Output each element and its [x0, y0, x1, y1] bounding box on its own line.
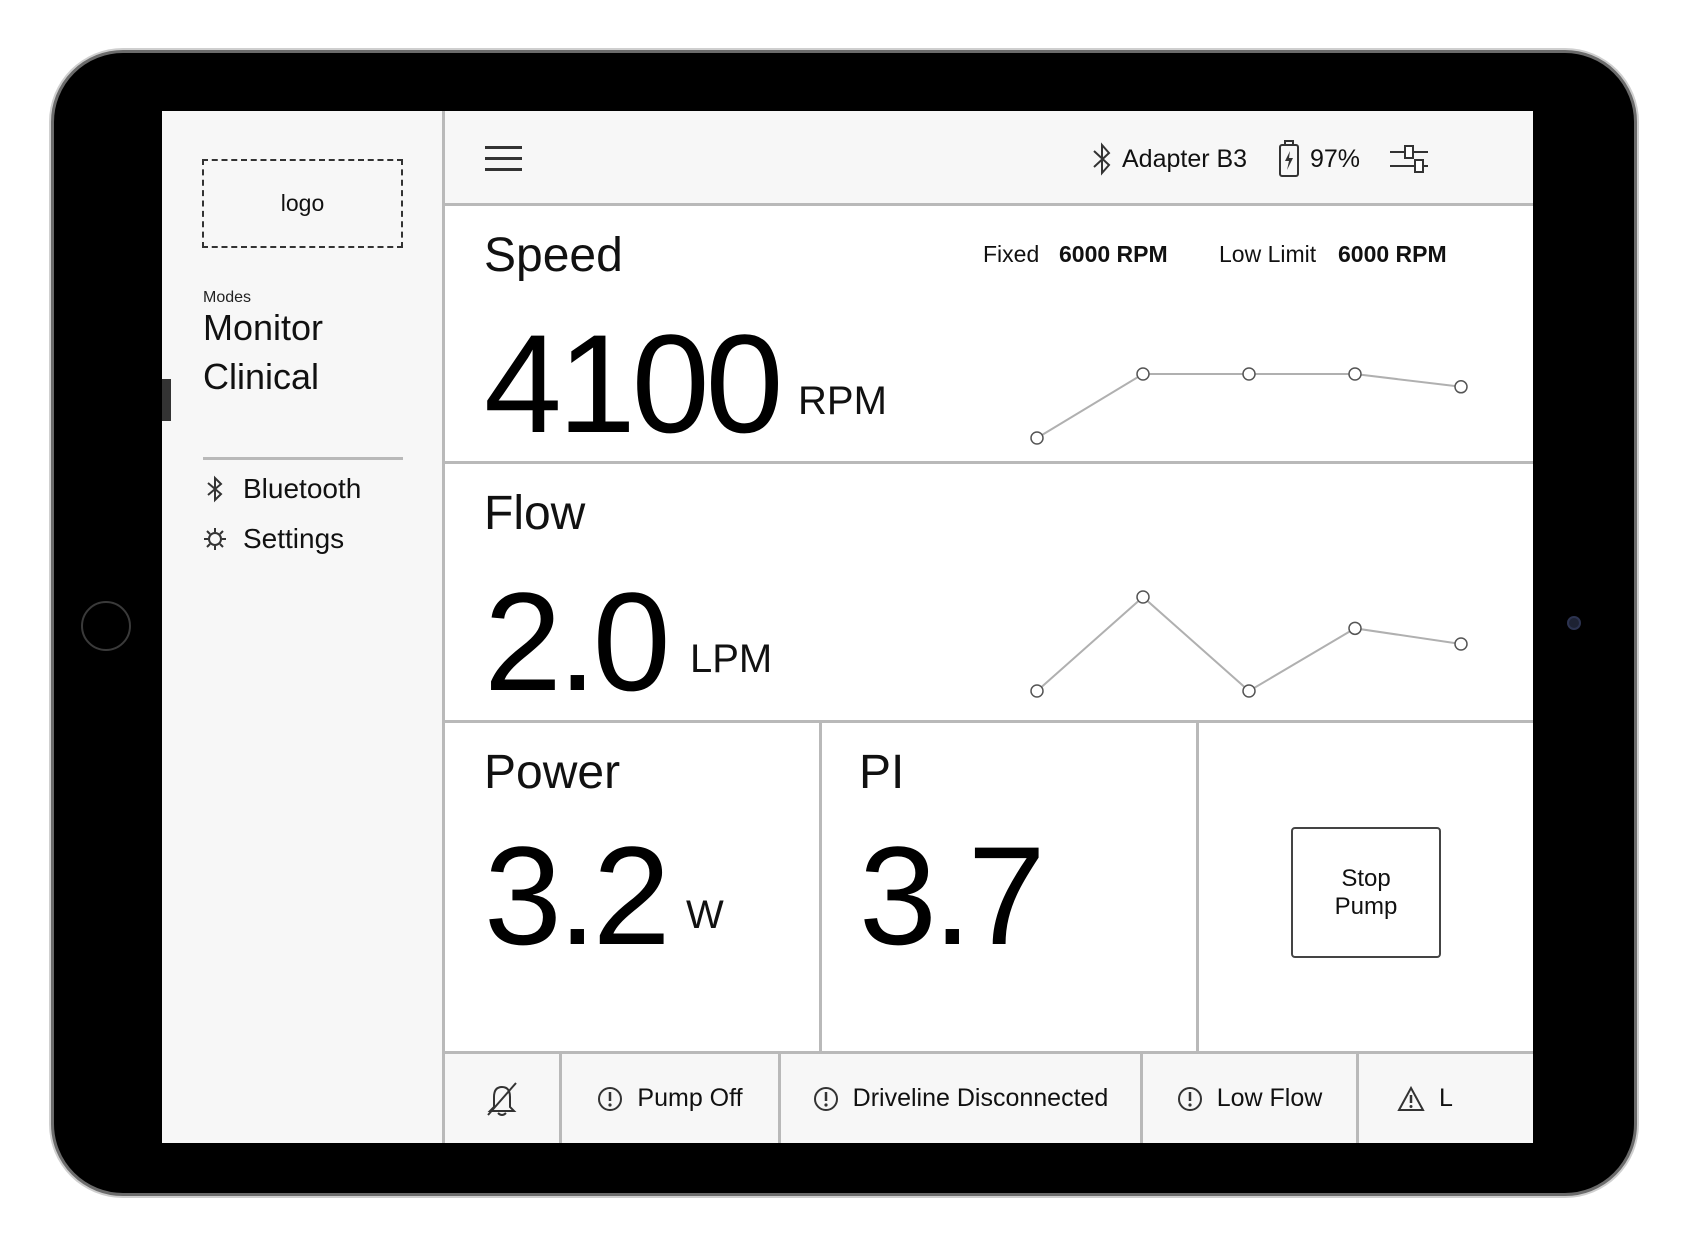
pi-value: 3.7 [859, 817, 1046, 974]
flow-trend-point [1242, 684, 1256, 698]
flow-title: Flow [484, 487, 586, 540]
active-mode-indicator [162, 379, 171, 421]
low-limit-value: 6000 RPM [1338, 241, 1447, 267]
screen: logo Modes Monitor Clinical Bluetooth [162, 111, 1533, 1143]
main-content: Adapter B3 97% [445, 111, 1533, 1143]
alert-circle-icon [598, 1086, 623, 1111]
low-limit-label: Low Limit [1219, 241, 1317, 267]
logo-placeholder: logo [202, 159, 403, 248]
panel-divider [1196, 723, 1199, 1054]
tablet-frame: logo Modes Monitor Clinical Bluetooth [51, 50, 1637, 1196]
adapter-name: Adapter B3 [1122, 144, 1248, 173]
power-title: Power [484, 746, 621, 799]
stop-pump-label-line2: Pump [1334, 892, 1398, 920]
menu-icon[interactable] [485, 146, 522, 171]
speed-value: 4100 [484, 305, 783, 462]
fixed-speed-label: Fixed [983, 241, 1040, 267]
panel-divider [445, 1051, 1533, 1054]
flow-unit: LPM [690, 637, 773, 681]
sidebar-item-label: Settings [243, 523, 345, 554]
alert-pump-off[interactable]: Pump Off [562, 1054, 781, 1143]
alert-label: Low Flow [1216, 1084, 1323, 1112]
home-button[interactable] [81, 601, 131, 651]
adjust-controls-button[interactable] [1390, 137, 1428, 181]
flow-value: 2.0 [484, 563, 671, 720]
speed-trend-point [1454, 380, 1468, 394]
gear-icon [204, 528, 226, 550]
speed-title: Speed [484, 229, 623, 282]
logo-text: logo [280, 190, 325, 216]
speed-trend-line [1036, 373, 1462, 439]
flow-panel: Flow 2.0 LPM [445, 464, 1533, 720]
flow-trend-point [1136, 590, 1150, 604]
flow-trend-line [1036, 595, 1462, 693]
speed-trend-chart [1030, 367, 1468, 445]
bluetooth-adapter-status[interactable]: Adapter B3 [1090, 137, 1247, 181]
alert-label: Pump Off [637, 1084, 743, 1112]
alert-low-flow[interactable]: Low Flow [1143, 1054, 1359, 1143]
alert-circle-icon [813, 1086, 838, 1111]
speed-trend-point [1136, 367, 1150, 381]
sidebar-item-label: Bluetooth [243, 473, 362, 504]
speed-unit: RPM [798, 379, 887, 423]
flow-trend-point [1348, 621, 1362, 636]
pi-panel: PI 3.7 [822, 723, 1196, 1054]
pi-title: PI [859, 746, 905, 799]
power-panel: Power 3.2 W [445, 723, 819, 1054]
stop-pump-button[interactable]: Stop Pump [1291, 827, 1441, 958]
panel-divider [819, 723, 822, 1054]
alert-truncated[interactable]: L [1359, 1054, 1533, 1143]
alert-circle-icon [1177, 1086, 1202, 1111]
alert-driveline-disconnected[interactable]: Driveline Disconnected [781, 1054, 1143, 1143]
power-value: 3.2 [484, 817, 671, 974]
bluetooth-icon [207, 475, 223, 503]
bell-off-icon [487, 1081, 517, 1116]
sidebar-item-settings[interactable]: Settings [203, 523, 344, 555]
panel-divider [445, 461, 1533, 464]
mode-item-monitor[interactable]: Monitor [203, 307, 324, 348]
speed-panel: Speed Fixed 6000 RPM Low Limit 6000 RPM … [445, 206, 1533, 461]
top-bar: Adapter B3 97% [445, 111, 1533, 206]
bluetooth-icon [1093, 142, 1111, 176]
fixed-speed-value: 6000 RPM [1059, 241, 1168, 267]
mode-item-clinical[interactable]: Clinical [203, 356, 320, 397]
alert-bar: Pump Off Driveline Disconnected [445, 1054, 1533, 1143]
speed-trend-point [1242, 367, 1256, 381]
front-camera [1567, 616, 1581, 630]
flow-trend-chart [1030, 590, 1468, 698]
flow-trend-point [1030, 684, 1044, 698]
speed-trend-point [1030, 431, 1044, 445]
battery-charging-icon [1279, 140, 1299, 177]
warning-triangle-icon [1397, 1085, 1425, 1111]
power-unit: W [686, 893, 724, 937]
battery-status: 97% [1278, 137, 1360, 181]
flow-trend-point [1454, 637, 1468, 651]
battery-percent: 97% [1310, 144, 1361, 173]
stop-pump-label-line1: Stop [1341, 864, 1391, 892]
sidebar-item-bluetooth[interactable]: Bluetooth [203, 473, 361, 505]
sidebar-divider [203, 457, 403, 460]
speed-trend-point [1348, 367, 1362, 381]
sliders-icon [1390, 145, 1428, 173]
modes-label: Modes [203, 289, 252, 306]
panel-divider [445, 720, 1533, 723]
alert-label: Driveline Disconnected [852, 1084, 1109, 1112]
sidebar: logo Modes Monitor Clinical Bluetooth [162, 111, 445, 1143]
alert-label: L [1439, 1084, 1453, 1112]
mute-alarms-button[interactable] [445, 1054, 562, 1143]
